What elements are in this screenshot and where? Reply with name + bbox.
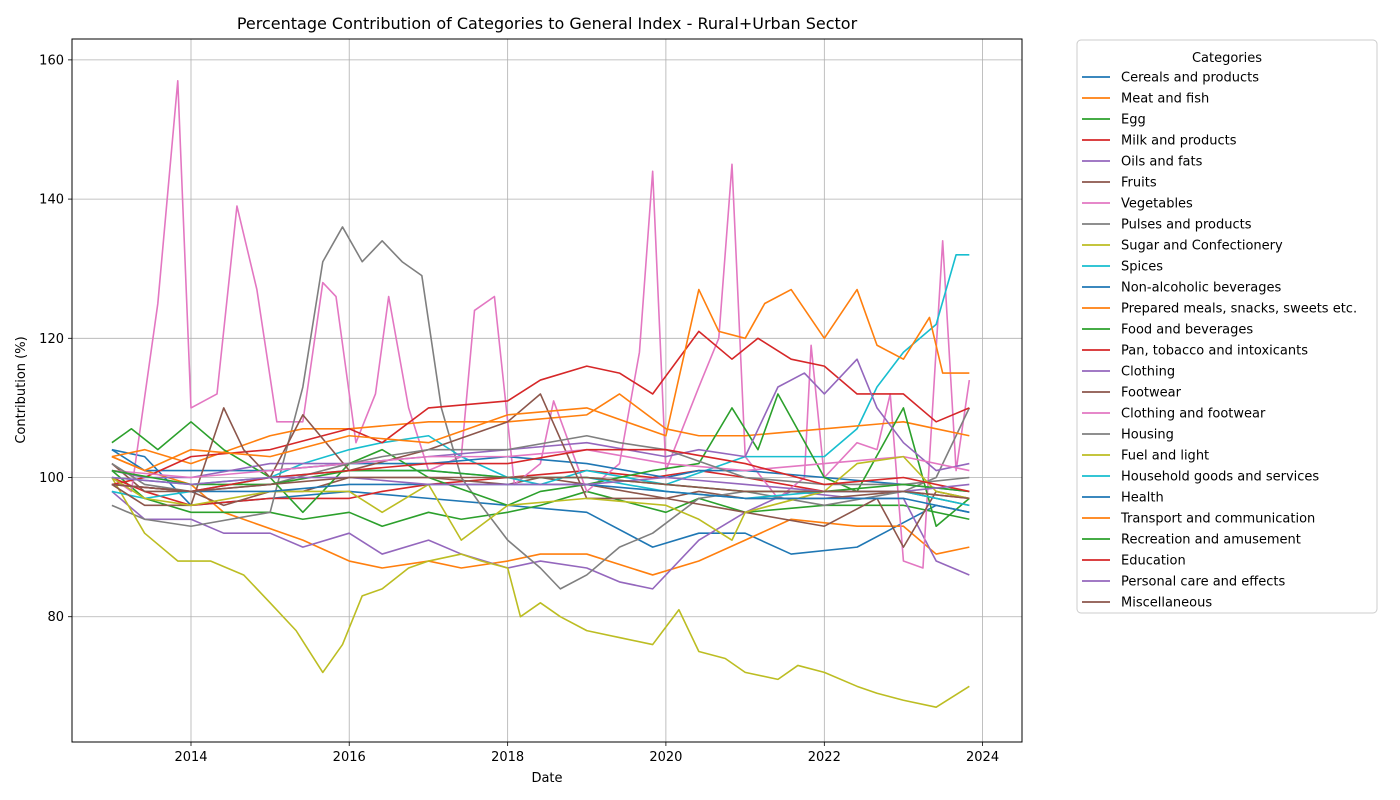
legend-label: Prepared meals, snacks, sweets etc. (1121, 302, 1357, 317)
legend-title: Categories (1192, 51, 1262, 66)
legend-label: Footwear (1121, 386, 1182, 401)
series-line-egg (111, 469, 970, 528)
x-tick-label: 2022 (808, 750, 841, 765)
chart-title: Percentage Contribution of Categories to… (237, 14, 858, 33)
legend-label: Fuel and light (1121, 449, 1209, 464)
series-line-sugar-and-confectionery (111, 477, 970, 708)
legend-label: Sugar and Confectionery (1121, 239, 1283, 254)
x-axis-label: Date (531, 771, 562, 786)
legend-label: Milk and products (1121, 134, 1237, 149)
plot-frame (71, 38, 1023, 743)
legend-label: Food and beverages (1121, 323, 1253, 338)
legend-label: Education (1121, 554, 1186, 569)
legend-label: Pulses and products (1121, 218, 1252, 233)
x-tick-label: 2014 (174, 750, 207, 765)
x-tick-label: 2016 (333, 750, 366, 765)
series-line-prepared-meals-snacks-sweets-etc (111, 393, 970, 465)
y-tick-label: 120 (39, 332, 64, 347)
x-tick-label: 2020 (649, 750, 682, 765)
x-axis: 2014 2016 2018 2020 2022 2024 (174, 742, 999, 765)
series-layer (111, 79, 971, 708)
legend-label: Miscellaneous (1121, 596, 1212, 611)
legend-label: Recreation and amusement (1121, 533, 1301, 548)
legend-box (1076, 39, 1378, 614)
x-tick-label: 2024 (966, 750, 999, 765)
x-tick-label: 2018 (491, 750, 524, 765)
series-line-oils-and-fats (111, 490, 970, 590)
y-axis-label: Contribution (%) (14, 336, 29, 443)
legend-label: Oils and fats (1121, 155, 1203, 170)
legend-label: Spices (1121, 260, 1163, 275)
legend-label: Clothing (1121, 365, 1175, 380)
legend-label: Egg (1121, 113, 1146, 128)
series-line-vegetables (111, 79, 971, 569)
y-tick-label: 160 (39, 53, 64, 68)
legend-label: Household goods and services (1121, 470, 1319, 485)
y-tick-label: 140 (39, 193, 64, 208)
legend-label: Pan, tobacco and intoxicants (1121, 344, 1308, 359)
y-tick-label: 80 (47, 610, 64, 625)
legend-label: Housing (1121, 428, 1174, 443)
legend-label: Transport and communication (1120, 512, 1315, 527)
series-line-clothing-and-footwear (111, 448, 970, 479)
y-tick-label: 100 (39, 471, 64, 486)
series-line-miscellaneous (111, 476, 970, 500)
series-line-meat-and-fish (111, 455, 970, 576)
legend-label: Vegetables (1121, 197, 1193, 212)
legend: Categories Cereals and products Meat and … (1076, 39, 1378, 614)
series-line-education (111, 448, 970, 493)
legend-label: Health (1121, 491, 1164, 506)
legend-label: Clothing and footwear (1121, 407, 1266, 422)
legend-label: Meat and fish (1121, 92, 1209, 107)
series-line-pulses-and-products (111, 226, 971, 590)
y-axis: 80 100 120 140 160 (39, 53, 72, 625)
legend-label: Personal care and effects (1121, 575, 1285, 590)
legend-label: Fruits (1121, 176, 1157, 191)
legend-label: Cereals and products (1121, 71, 1259, 86)
series-line-clothing (111, 358, 970, 479)
series-line-pan-tobacco-and-intoxicants (111, 330, 970, 486)
legend-label: Non-alcoholic beverages (1121, 281, 1281, 296)
series-line-transport-and-communication (111, 288, 970, 472)
